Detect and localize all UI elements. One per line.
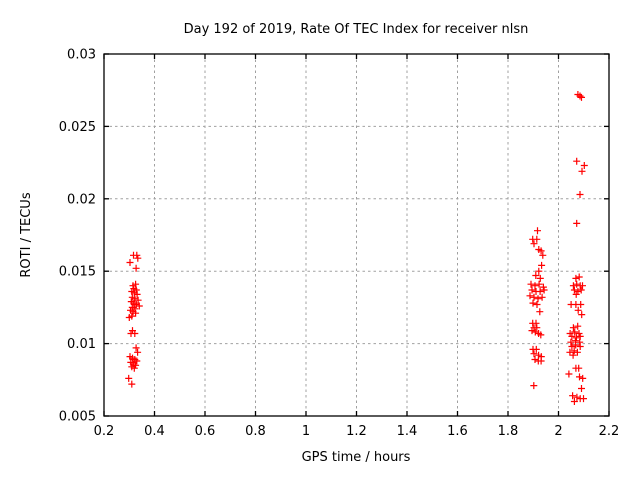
x-tick-label: 1 [302, 424, 310, 439]
x-tick-label: 1.6 [447, 424, 468, 439]
x-tick-label: 1.2 [346, 424, 367, 439]
x-tick-label: 0.8 [245, 424, 266, 439]
y-tick-label: 0.02 [67, 192, 96, 207]
x-tick-label: 1.8 [498, 424, 519, 439]
x-tick-label: 2 [554, 424, 562, 439]
y-tick-label: 0.01 [67, 337, 96, 352]
y-tick-label: 0.025 [59, 120, 96, 135]
data-points [125, 91, 588, 405]
x-tick-label: 1.4 [397, 424, 418, 439]
x-tick-label: 0.2 [94, 424, 115, 439]
grid-lines [104, 54, 609, 416]
tick-labels: 0.2 0.4 0.6 0.8 1 1.2 1.4 1.6 1.8 2 2.2 0.005 0.01 0.… [59, 48, 620, 440]
x-tick-label: 2.2 [599, 424, 620, 439]
y-axis-label: ROTI / TECUs [19, 192, 34, 277]
chart-title: Day 192 of 2019, Rate Of TEC Index for r… [184, 22, 529, 37]
plot-border [103, 53, 610, 417]
y-tick-label: 0.03 [67, 48, 96, 63]
x-tick-label: 0.6 [195, 424, 216, 439]
axis-ticks [103, 53, 610, 417]
x-tick-label: 0.4 [144, 424, 165, 439]
x-axis-label: GPS time / hours [302, 450, 411, 465]
y-tick-label: 0.005 [59, 410, 96, 425]
scatter-plus-markers [125, 91, 588, 405]
y-tick-label: 0.015 [59, 265, 96, 280]
